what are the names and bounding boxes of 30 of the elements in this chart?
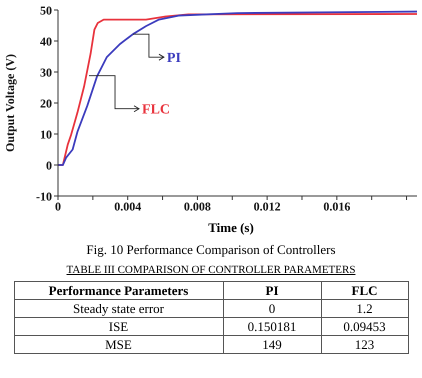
caption: Fig. 10 Performance Comparison of Controllers [85,242,337,258]
x-tick-label: 0.004 [114,200,142,214]
x-tick-label: 0.008 [184,200,211,214]
data-label: 0 [223,300,322,318]
data-label: 0.150181 [223,318,322,336]
annotation: FLC [142,102,170,118]
y-tick-label: 50 [40,3,52,18]
category-label: Steady state error [14,300,223,318]
y-tick-label: 20 [40,96,52,110]
text: PI [223,282,322,300]
y-tick-label: -10 [36,189,52,204]
x-tick-label: 0.016 [323,200,350,214]
annotation: PI [166,51,181,66]
text: FLC [321,282,408,300]
y-axis-title: Output Voltage (V) [3,54,17,152]
data-label: 0.09453 [321,318,408,336]
y-tick-label: 10 [40,127,52,142]
x-axis-title: Time (s) [207,220,255,236]
data-label: 123 [321,336,408,354]
text: Performance Parameters [14,282,223,300]
y-tick-label: 40 [40,34,52,48]
x-tick-label: 0.012 [254,200,281,214]
y-tick-label: 30 [40,65,52,80]
data-label: 149 [223,336,322,354]
text: TABLE III COMPARISON OF CONTROLLER PARAMETERS [66,264,356,276]
category-label: ISE [14,318,223,336]
data-label: 1.2 [321,300,408,318]
x-tick-label: 0 [55,200,61,214]
category-label: MSE [14,336,223,354]
y-tick-label: 0 [46,158,52,172]
